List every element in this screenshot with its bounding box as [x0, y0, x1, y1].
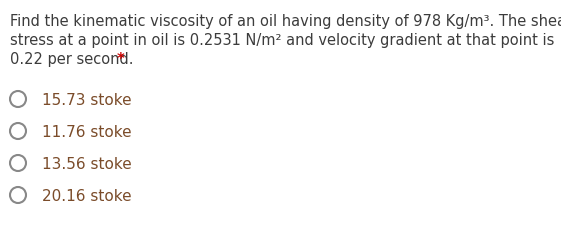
Text: 15.73 stoke: 15.73 stoke	[42, 93, 132, 108]
Text: 13.56 stoke: 13.56 stoke	[42, 157, 132, 172]
Text: 0.22 per second.: 0.22 per second.	[10, 52, 134, 67]
Text: *: *	[117, 52, 125, 67]
Text: 11.76 stoke: 11.76 stoke	[42, 125, 132, 140]
Text: Find the kinematic viscosity of an oil having density of 978 Kg/m³. The shear: Find the kinematic viscosity of an oil h…	[10, 14, 561, 29]
Text: 20.16 stoke: 20.16 stoke	[42, 189, 132, 204]
Text: stress at a point in oil is 0.2531 N/m² and velocity gradient at that point is: stress at a point in oil is 0.2531 N/m² …	[10, 33, 554, 48]
